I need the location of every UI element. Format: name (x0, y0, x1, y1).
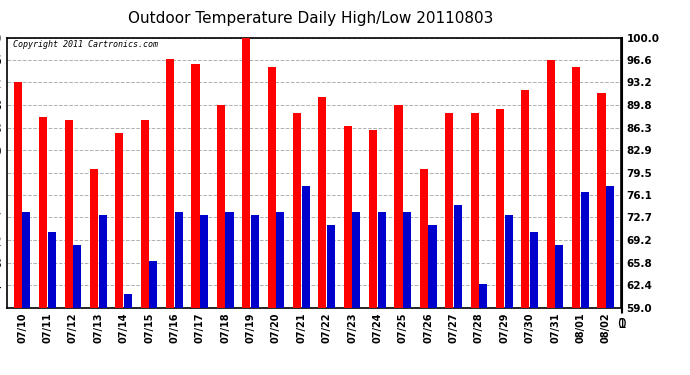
Bar (471, 113, 479, 308)
Text: Outdoor Temperature Daily High/Low 20110803: Outdoor Temperature Daily High/Low 20110… (128, 11, 493, 26)
Bar (555, 245, 564, 308)
Bar (581, 192, 589, 308)
Bar (226, 212, 233, 308)
Bar (115, 133, 124, 308)
Bar (217, 105, 225, 308)
Bar (428, 225, 437, 308)
Bar (318, 97, 326, 308)
Bar (377, 212, 386, 308)
Bar (530, 232, 538, 308)
Bar (22, 212, 30, 308)
Bar (369, 130, 377, 308)
Bar (606, 186, 614, 308)
Bar (353, 212, 360, 308)
Bar (344, 126, 352, 308)
Bar (454, 206, 462, 308)
Bar (546, 60, 555, 308)
Bar (90, 169, 98, 308)
Bar (99, 215, 107, 308)
Bar (327, 225, 335, 308)
Bar (276, 212, 284, 308)
Bar (293, 113, 301, 308)
Bar (149, 261, 157, 308)
Bar (242, 38, 250, 308)
Bar (141, 120, 149, 308)
Bar (268, 67, 275, 308)
Bar (39, 117, 47, 308)
Bar (420, 169, 428, 308)
Bar (166, 58, 174, 308)
Bar (496, 109, 504, 308)
Bar (302, 186, 310, 308)
Bar (521, 90, 529, 308)
Bar (48, 232, 56, 308)
Bar (14, 82, 22, 308)
Bar (395, 105, 402, 308)
Bar (572, 67, 580, 308)
Bar (479, 285, 487, 308)
Bar (175, 212, 183, 308)
Bar (124, 294, 132, 307)
Bar (504, 215, 513, 308)
Bar (598, 93, 606, 308)
Bar (200, 215, 208, 308)
Bar (445, 113, 453, 308)
Text: Copyright 2011 Cartronics.com: Copyright 2011 Cartronics.com (13, 40, 158, 49)
Bar (250, 215, 259, 308)
Bar (73, 245, 81, 308)
Bar (191, 64, 199, 308)
Bar (403, 212, 411, 308)
Bar (64, 120, 72, 308)
